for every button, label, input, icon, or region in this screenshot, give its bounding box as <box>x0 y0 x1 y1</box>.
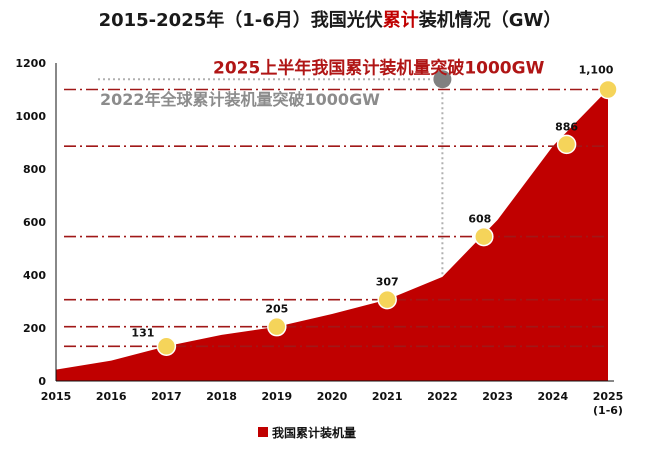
x-tick-label-2023: 2023 <box>482 390 513 403</box>
data-marker-2 <box>377 289 397 310</box>
x-tick-label-2015: 2015 <box>41 390 72 403</box>
data-label-3: 608 <box>468 213 491 226</box>
legend-label: 我国累计装机量 <box>272 425 356 440</box>
data-marker-3 <box>474 226 494 247</box>
x-tick-label-2017: 2017 <box>151 390 182 403</box>
data-marker-0 <box>156 336 177 357</box>
data-label-2: 307 <box>376 276 399 289</box>
y-tick-label-1200: 1200 <box>15 57 46 70</box>
annotation-china-1000gw: 2025上半年我国累计装机量突破1000GW <box>213 58 545 79</box>
title-suffix: 装机情况（GW） <box>419 9 562 31</box>
x-tick-label-2024: 2024 <box>537 390 568 403</box>
y-tick-label-1000: 1000 <box>15 110 46 123</box>
x-tick-label-2016: 2016 <box>96 390 127 403</box>
title-highlight: 累计 <box>383 9 419 31</box>
chart-title: 2015-2025年（1-6月）我国光伏累计装机情况（GW） <box>99 9 562 31</box>
data-marker-1 <box>267 316 287 337</box>
x-tick-label-2020: 2020 <box>317 390 348 403</box>
data-marker-4 <box>556 134 577 155</box>
data-marker-5 <box>598 79 618 100</box>
series-area <box>56 89 608 381</box>
x-tick-label-2019: 2019 <box>261 390 292 403</box>
x-tick-sublabel-2025: (1-6) <box>593 404 623 417</box>
data-label-5: 1,100 <box>579 64 614 77</box>
y-tick-label-0: 0 <box>38 375 46 388</box>
x-tick-label-2021: 2021 <box>372 390 403 403</box>
y-tick-label-600: 600 <box>23 216 46 229</box>
x-tick-label-2018: 2018 <box>206 390 237 403</box>
title-prefix: 2015-2025年（1-6月）我国光伏 <box>99 9 383 31</box>
x-tick-label-2022: 2022 <box>427 390 458 403</box>
legend-swatch <box>258 427 268 437</box>
y-tick-label-200: 200 <box>23 322 46 335</box>
data-label-4: 886 <box>555 120 578 133</box>
y-tick-label-400: 400 <box>23 269 46 282</box>
annotation-global-1000gw: 2022年全球累计装机量突破1000GW <box>100 90 380 109</box>
data-label-1: 205 <box>265 303 288 316</box>
x-tick-label-2025: 2025 <box>593 390 624 403</box>
global-milestone-dot <box>433 70 452 89</box>
y-tick-label-800: 800 <box>23 163 46 176</box>
data-label-0: 131 <box>131 326 154 339</box>
